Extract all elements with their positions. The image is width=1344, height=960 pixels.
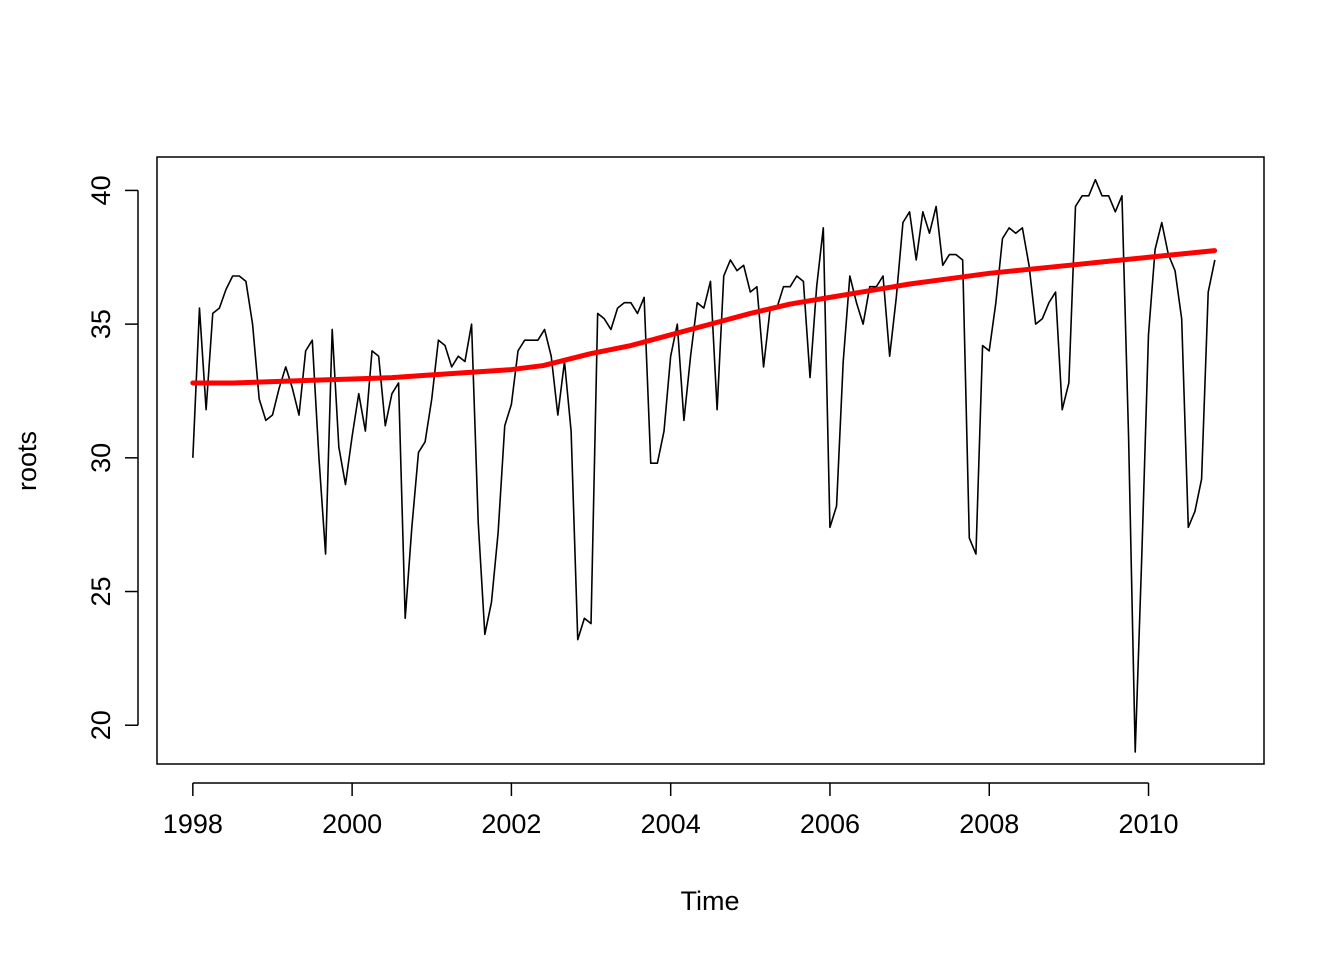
y-tick-label: 35 [86, 309, 116, 339]
y-tick-label: 40 [86, 175, 116, 205]
series-line-trend [190, 248, 1218, 386]
y-tick-label: 25 [86, 577, 116, 607]
x-tick-label: 2004 [641, 809, 701, 839]
chart-marks [190, 178, 1218, 753]
x-axis: 1998 2000 2002 2004 2006 2008 2010 [163, 782, 1179, 839]
y-tick-label: 30 [86, 443, 116, 473]
x-tick-label: 2006 [800, 809, 860, 839]
x-tick-label: 2002 [481, 809, 541, 839]
x-tick-label: 1998 [163, 809, 223, 839]
y-axis: 20 25 30 35 40 [86, 175, 139, 740]
x-tick-label: 2010 [1118, 809, 1178, 839]
x-tick-label: 2008 [959, 809, 1019, 839]
x-axis-title: Time [681, 886, 740, 916]
x-tick-label: 2000 [322, 809, 382, 839]
y-tick-label: 20 [86, 710, 116, 740]
plot-box [156, 156, 1265, 765]
y-axis-title: roots [12, 431, 42, 491]
series-line-raw [192, 178, 1216, 753]
